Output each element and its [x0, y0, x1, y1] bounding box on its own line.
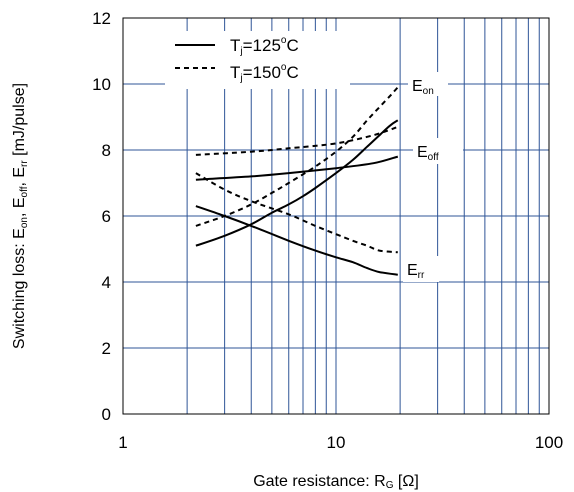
series-line-eon-150: [195, 86, 399, 227]
y-axis-title: Switching loss: Eon, Eoff, Err [mJ/pulse…: [11, 83, 30, 349]
y-tick-label: 2: [102, 339, 111, 358]
x-tick-label: 1: [118, 433, 127, 452]
curve-label-eon: Eon: [412, 78, 434, 97]
curve-label-bg-eon: [408, 72, 448, 96]
y-tick-label: 12: [92, 9, 111, 28]
series-line-eoff-125: [195, 155, 399, 181]
series-line-eon-125: [195, 119, 399, 247]
x-tick-label: 100: [535, 433, 563, 452]
legend-label-125: Tj=125oC: [230, 35, 299, 57]
series-group: [195, 86, 399, 276]
y-tick-label: 4: [102, 273, 111, 292]
y-tick-label: 6: [102, 207, 111, 226]
y-tick-label: 8: [102, 141, 111, 160]
legend-background: [165, 31, 350, 89]
x-axis-title: Gate resistance: RG [Ω]: [253, 473, 419, 491]
curve-label-err: Err: [407, 262, 425, 281]
series-line-eoff-150: [195, 125, 399, 156]
curve-label-eoff: Eoff: [417, 144, 439, 163]
curve-label-bg-eoff: [413, 138, 463, 164]
curve-label-bg-err: [403, 256, 439, 282]
plot-frame: [122, 17, 550, 415]
y-tick-label: 0: [102, 405, 111, 424]
series-line-err-150: [195, 172, 398, 254]
axis-ticks: 0 2 4 6 8 10 12 1 10 100: [92, 9, 563, 452]
x-tick-label: 10: [327, 433, 346, 452]
y-tick-label: 10: [92, 75, 111, 94]
legend: Tj=125oC Tj=150oC: [165, 31, 350, 89]
legend-label-150: Tj=150oC: [230, 62, 299, 84]
series-line-err-125: [195, 205, 398, 276]
